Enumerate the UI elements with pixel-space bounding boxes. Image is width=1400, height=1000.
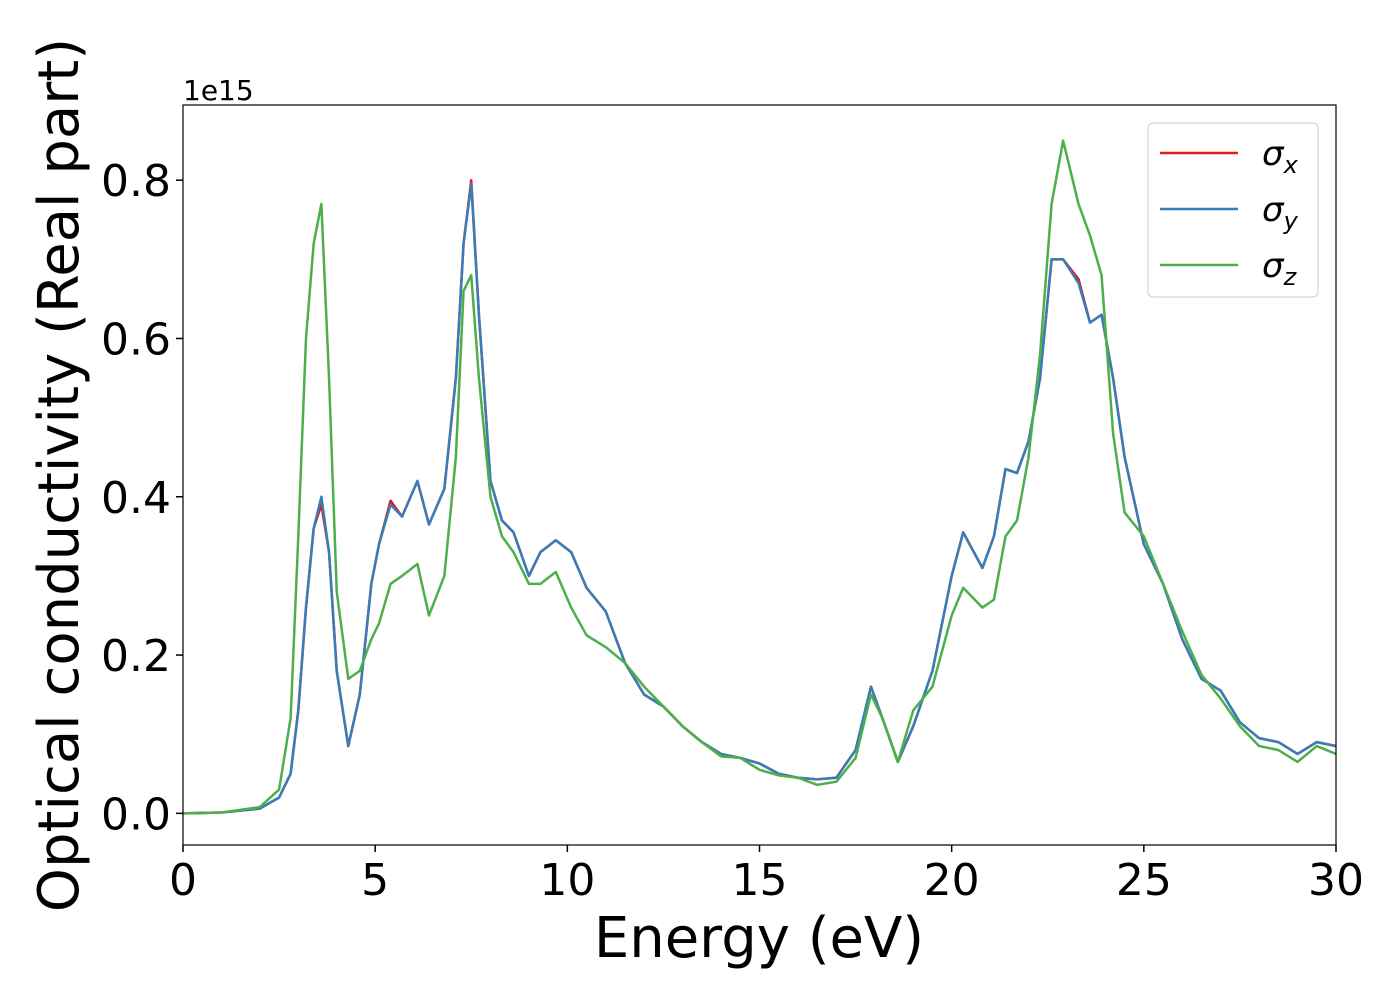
x-tick-label: 20	[924, 855, 980, 906]
offset-text: 1e15	[183, 74, 254, 107]
y-tick-label: 0.2	[101, 631, 171, 682]
x-tick-label: 25	[1116, 855, 1172, 906]
x-axis-label: Energy (eV)	[594, 906, 924, 971]
series-line	[183, 139, 1336, 815]
y-tick-label: 0.8	[101, 156, 171, 207]
y-tick-label: 0.6	[101, 314, 171, 365]
x-tick-label: 10	[539, 855, 595, 906]
y-tick-label: 0.4	[101, 473, 171, 524]
legend-label: σy	[1262, 190, 1299, 235]
y-axis-label: Optical conductivity (Real part)	[27, 38, 92, 912]
y-tick-label: 0.0	[101, 789, 171, 840]
x-tick-label: 30	[1308, 855, 1364, 906]
plot-frame	[182, 104, 1337, 846]
x-tick-label: 5	[361, 855, 389, 906]
x-tick-label: 15	[732, 855, 788, 906]
legend-label: σx	[1262, 134, 1299, 179]
legend-label: σz	[1262, 246, 1298, 291]
x-tick-label: 0	[169, 855, 197, 906]
